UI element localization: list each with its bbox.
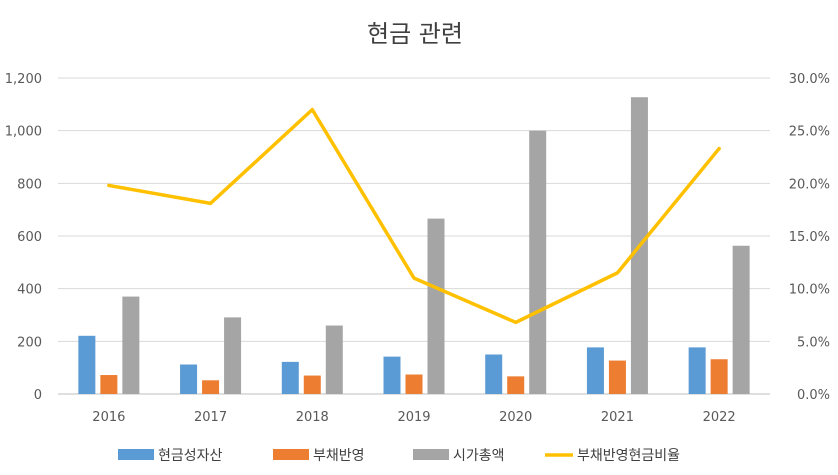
legend-swatch bbox=[413, 449, 449, 460]
bar-0 bbox=[485, 354, 503, 394]
bar-2 bbox=[224, 317, 242, 394]
y-left-tick-label: 200 bbox=[17, 335, 42, 350]
y-left-tick-label: 600 bbox=[17, 230, 42, 245]
y-left-tick-label: 0 bbox=[34, 388, 42, 403]
legend-swatch bbox=[118, 449, 154, 460]
bar-1 bbox=[303, 375, 321, 394]
y-left-tick-label: 800 bbox=[17, 177, 42, 192]
x-tick-label: 2016 bbox=[92, 410, 125, 425]
bar-0 bbox=[78, 335, 96, 394]
x-tick-label: 2017 bbox=[194, 410, 227, 425]
legend-swatch bbox=[273, 449, 309, 460]
bar-0 bbox=[586, 347, 604, 394]
axes: 1,200 30.0% 1,000 25.0% 800 20.0% 600 15.0% 400 1… bbox=[5, 72, 830, 425]
bar-0 bbox=[281, 361, 299, 394]
y-right-tick-label: 25.0% bbox=[789, 125, 830, 140]
line-series-3 bbox=[107, 107, 721, 325]
y-right-tick-label: 5.0% bbox=[797, 335, 830, 350]
y-left-tick-label: 1,200 bbox=[5, 72, 42, 87]
x-tick-label: 2021 bbox=[601, 410, 634, 425]
bar-2 bbox=[325, 325, 343, 394]
y-right-tick-label: 0.0% bbox=[797, 388, 830, 403]
y-right-tick-label: 10.0% bbox=[789, 283, 830, 298]
bars bbox=[78, 97, 750, 395]
bar-0 bbox=[688, 347, 706, 394]
legend-label: 시가총액 bbox=[453, 448, 505, 464]
bar-1 bbox=[202, 380, 220, 394]
legend-label: 부채반영현금비율 bbox=[577, 448, 680, 464]
y-right-tick-label: 20.0% bbox=[789, 177, 830, 192]
y-right-tick-label: 30.0% bbox=[789, 72, 830, 87]
bar-1 bbox=[405, 374, 423, 394]
gridlines bbox=[58, 77, 770, 395]
x-tick-label: 2022 bbox=[703, 410, 736, 425]
y-right-tick-label: 15.0% bbox=[789, 230, 830, 245]
bar-2 bbox=[122, 296, 140, 394]
legend-label: 부채반영 bbox=[313, 448, 365, 464]
y-left-tick-label: 400 bbox=[17, 283, 42, 298]
chart-title: 현금 관련 bbox=[367, 20, 463, 48]
bar-0 bbox=[383, 356, 401, 394]
bar-2 bbox=[732, 245, 750, 394]
bar-2 bbox=[529, 130, 547, 394]
x-tick-label: 2020 bbox=[499, 410, 532, 425]
legend: 현금성자산 부채반영 시가총액 부채반영현금비율 bbox=[118, 448, 680, 464]
legend-label: 현금성자산 bbox=[158, 448, 223, 464]
y-left-tick-label: 1,000 bbox=[5, 125, 42, 140]
x-tick-label: 2018 bbox=[296, 410, 329, 425]
x-tick-label: 2019 bbox=[397, 410, 430, 425]
bar-2 bbox=[427, 218, 445, 394]
bar-1 bbox=[100, 375, 118, 394]
bar-1 bbox=[710, 359, 728, 394]
bar-1 bbox=[507, 376, 525, 394]
ratio-line bbox=[107, 107, 721, 325]
bar-1 bbox=[608, 360, 626, 394]
bar-0 bbox=[180, 364, 198, 394]
